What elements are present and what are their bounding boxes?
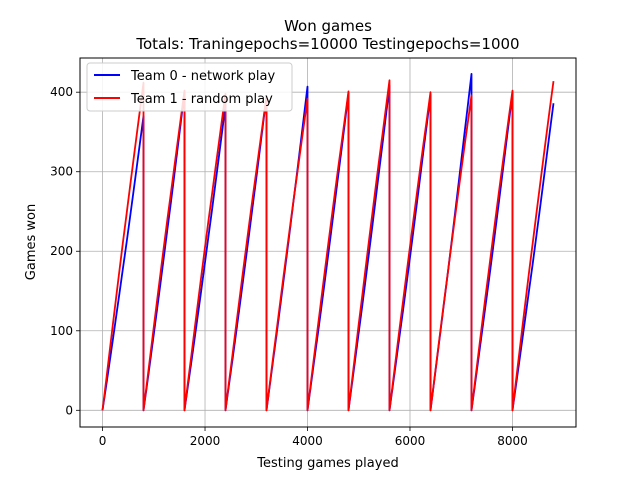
x-tick-label: 6000 [395, 434, 426, 448]
legend-label-team-1: Team 1 - random play [130, 92, 273, 107]
y-tick-label: 400 [50, 85, 73, 99]
x-tick-label: 2000 [190, 434, 221, 448]
y-axis-ticks: 0 100 200 300 400 [50, 85, 80, 417]
y-tick-label: 200 [50, 244, 73, 258]
y-axis-label: Games won [24, 204, 39, 280]
legend-label-team-0: Team 0 - network play [130, 69, 275, 84]
chart-subtitle: Totals: Traningepochs=10000 Testingepoch… [135, 35, 519, 53]
legend-box [86, 62, 293, 112]
series-line-team-1 [101, 79, 555, 412]
x-axis-ticks: 0 2000 4000 6000 8000 [99, 427, 528, 448]
series-lines [101, 73, 555, 412]
y-tick-label: 300 [50, 165, 73, 179]
chart-title: Won games [284, 17, 372, 35]
legend: Team 0 - network play Team 1 - random pl… [86, 62, 293, 112]
x-axis-label: Testing games played [256, 456, 398, 471]
y-tick-label: 100 [50, 324, 73, 338]
x-tick-label: 8000 [497, 434, 528, 448]
x-tick-label: 0 [99, 434, 107, 448]
plot-frame [79, 57, 577, 428]
y-tick-label: 0 [65, 403, 73, 417]
x-tick-label: 4000 [292, 434, 323, 448]
